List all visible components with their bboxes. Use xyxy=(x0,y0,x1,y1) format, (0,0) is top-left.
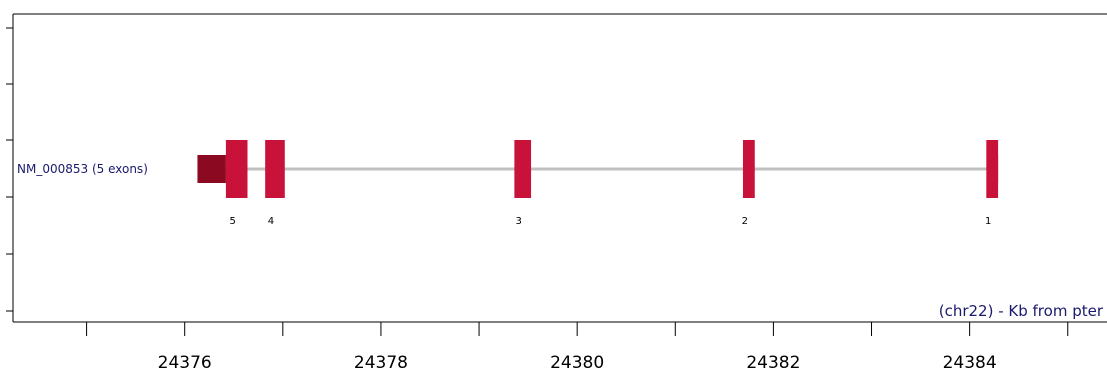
x-tick-label: 24376 xyxy=(158,353,212,372)
x-tick-label: 24382 xyxy=(746,353,800,372)
axis-caption: (chr22) - Kb from pter xyxy=(939,302,1104,320)
exon-4[interactable] xyxy=(265,140,285,198)
x-tick-label: 24384 xyxy=(943,353,997,372)
transcript-label[interactable]: NM_000853 (5 exons) xyxy=(17,162,148,176)
x-tick-label: 24380 xyxy=(550,353,604,372)
exon-number-label: 5 xyxy=(230,216,236,227)
exon-2[interactable] xyxy=(742,140,755,198)
exon-5[interactable] xyxy=(225,140,248,198)
exon-1[interactable] xyxy=(986,140,999,198)
exon-number-label: 3 xyxy=(516,216,522,227)
exon-number-label: 4 xyxy=(268,216,274,227)
exon-number-label: 2 xyxy=(742,216,748,227)
x-tick-label: 24378 xyxy=(354,353,408,372)
utr-block[interactable] xyxy=(197,155,226,183)
exon-number-label: 1 xyxy=(985,216,991,227)
exon-3[interactable] xyxy=(514,140,532,198)
